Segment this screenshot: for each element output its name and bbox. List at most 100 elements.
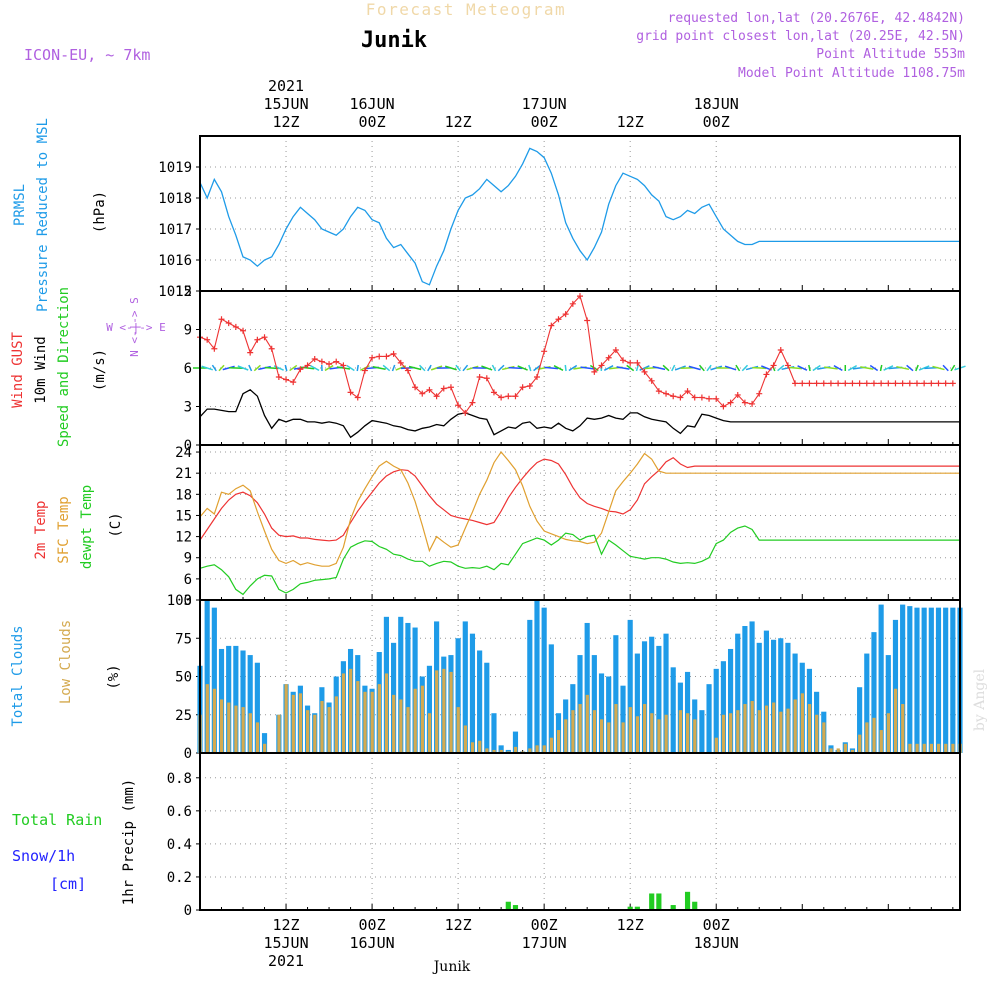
- low-cloud-bar: [664, 714, 668, 753]
- top-axis-label: 00Z: [359, 113, 386, 131]
- low-cloud-bar: [879, 730, 883, 753]
- gust-marker: [749, 400, 756, 407]
- total-cloud-bar: [462, 621, 468, 753]
- gust-marker: [476, 373, 483, 380]
- panel-precip: 0 0.2 0.4 0.6 0.8: [167, 752, 961, 919]
- low-cloud-bar: [779, 711, 783, 753]
- gust-marker: [340, 362, 347, 369]
- y-tick-label: 0.2: [167, 870, 192, 886]
- low-cloud-bar: [399, 699, 403, 753]
- panel-border: [199, 752, 961, 911]
- top-axis-label: 18JUN: [694, 95, 739, 113]
- total-cloud-bar: [541, 607, 547, 753]
- total-clouds-label: Total Clouds: [10, 625, 26, 726]
- gust-marker: [426, 386, 433, 393]
- low-cloud-bar: [929, 743, 934, 753]
- y-tick-label: 3: [184, 400, 192, 416]
- bottom-axis-label: 15JUN: [263, 934, 308, 952]
- total-cloud-bar: [606, 676, 612, 753]
- clouds-unit: (%): [106, 664, 122, 689]
- wind-direction-arrow: [544, 366, 559, 370]
- gust-marker: [928, 380, 935, 387]
- total-cloud-bar: [498, 745, 504, 753]
- y-tick-label: 75: [175, 631, 192, 647]
- low-cloud-bar: [951, 743, 955, 753]
- total-cloud-bar: [254, 662, 260, 753]
- gust-marker: [297, 366, 304, 373]
- wind-direction-arrow: [626, 364, 635, 372]
- total-cloud-bar: [670, 667, 676, 753]
- low-cloud-bar: [327, 707, 331, 753]
- total-cloud-bar: [742, 626, 748, 753]
- compass-ns: N <-|-> S: [128, 297, 141, 357]
- total-cloud-bar: [763, 630, 769, 753]
- low-cloud-bar: [320, 700, 324, 753]
- gust-marker: [204, 336, 211, 343]
- rain-bar: [692, 901, 698, 910]
- bottom-axis-label: 00Z: [531, 916, 558, 934]
- wind-direction-arrow: [382, 364, 391, 372]
- total-cloud-bar: [512, 731, 519, 753]
- low-cloud-bar: [284, 684, 288, 753]
- wind-direction-arrow: [228, 366, 243, 370]
- gust-marker: [462, 409, 469, 416]
- wind-direction-arrow: [564, 364, 567, 372]
- gust-marker: [627, 359, 634, 366]
- panel-pressure: 1015 1016 1017 1018 1019: [158, 135, 961, 300]
- low-cloud-bar: [772, 702, 776, 753]
- total-cloud-bar: [749, 621, 755, 753]
- gust-marker: [698, 394, 705, 401]
- gust-marker: [820, 380, 827, 387]
- y-tick-label: 3: [184, 593, 192, 609]
- model-altitude: Model Point Altitude 1108.75m: [738, 66, 965, 81]
- t2m-label: 2m Temp: [33, 500, 49, 559]
- low-cloud-bar: [528, 748, 532, 753]
- y-tick-label: 0.6: [167, 804, 192, 820]
- gust-marker: [856, 380, 863, 387]
- y-tick-label: 1017: [158, 222, 192, 238]
- low-cloud-bar: [592, 710, 597, 753]
- top-axis-label: 00Z: [531, 113, 558, 131]
- low-cloud-bar: [786, 708, 790, 753]
- wind-direction-arrow: [533, 364, 541, 372]
- total-cloud-bar: [943, 607, 949, 753]
- low-cloud-bar: [291, 694, 295, 753]
- point-altitude: Point Altitude 553m: [816, 47, 965, 62]
- gust-marker: [254, 336, 261, 343]
- wind-direction-arrow: [356, 364, 359, 372]
- low-cloud-bar: [635, 716, 640, 753]
- low-cloud-bar: [255, 722, 260, 753]
- low-cloud-bar: [470, 742, 475, 753]
- top-axis-label: 16JUN: [349, 95, 394, 113]
- low-cloud-bar: [212, 688, 217, 753]
- y-tick-label: 1016: [158, 253, 192, 269]
- total-cloud-bar: [247, 655, 253, 753]
- panel-bg: [200, 445, 960, 600]
- gust-marker: [490, 389, 497, 396]
- total-cloud-bar: [204, 600, 210, 753]
- wind-direction-arrow: [444, 365, 457, 371]
- total-cloud-bar: [892, 619, 899, 753]
- total-cloud-bar: [914, 607, 920, 753]
- low-cloud-bar: [384, 673, 389, 753]
- total-cloud-bar: [527, 619, 533, 753]
- gust-marker: [361, 367, 368, 374]
- gust-marker: [799, 380, 806, 387]
- gust-marker: [677, 394, 684, 401]
- gust-marker: [498, 394, 505, 401]
- gust-marker: [283, 376, 290, 383]
- wind-direction-arrow: [918, 365, 930, 371]
- low-cloud-bar: [227, 702, 231, 753]
- gust-marker: [612, 347, 619, 354]
- total-cloud-bar: [713, 668, 719, 753]
- total-cloud-bar: [771, 639, 777, 753]
- wind-direction-arrow: [883, 365, 894, 371]
- low-cloud-bar: [736, 710, 740, 753]
- gust-marker: [211, 345, 218, 352]
- low-cloud-bar: [234, 705, 238, 753]
- gust-marker: [792, 380, 799, 387]
- low-cloud-bar: [313, 714, 317, 753]
- gust-marker: [548, 322, 555, 329]
- low-cloud-bar: [678, 710, 683, 753]
